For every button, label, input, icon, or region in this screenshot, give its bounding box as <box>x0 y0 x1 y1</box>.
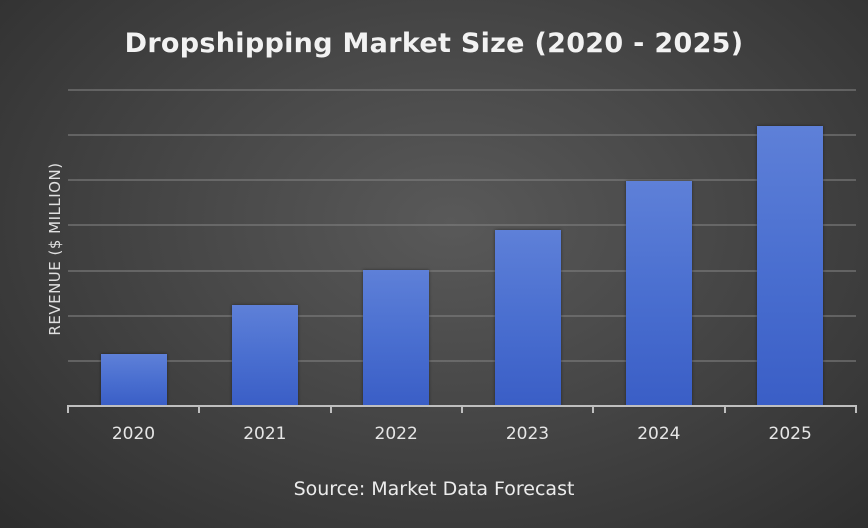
gridline <box>68 179 856 182</box>
bar-2021 <box>232 304 298 406</box>
bar-2025 <box>757 125 824 406</box>
bar-2023 <box>494 229 561 406</box>
x-tick-label: 2024 <box>637 424 681 444</box>
x-tick-mark <box>855 405 857 413</box>
x-tick-label: 2023 <box>505 424 550 444</box>
bar-2020 <box>100 354 167 406</box>
gridline <box>68 224 856 227</box>
x-tick-label: 2021 <box>243 424 287 444</box>
gridline <box>68 269 856 272</box>
x-tick-mark <box>592 405 595 413</box>
x-tick-mark <box>67 405 69 413</box>
x-tick-mark <box>461 405 463 413</box>
x-tick-mark <box>198 405 201 413</box>
bar-2022 <box>363 269 430 406</box>
source-note: Source: Market Data Forecast <box>293 478 575 500</box>
gridline <box>68 314 856 317</box>
gridline <box>68 89 856 91</box>
x-tick-mark <box>723 405 726 413</box>
gridline <box>68 359 856 362</box>
chart-title: Dropshipping Market Size (2020 - 2025) <box>124 28 744 59</box>
x-tick-label: 2022 <box>374 424 418 444</box>
x-tick-mark <box>329 405 332 413</box>
plot-area <box>68 89 856 406</box>
gridline <box>68 134 856 137</box>
bar-2024 <box>626 180 692 406</box>
x-tick-label: 2020 <box>111 424 156 444</box>
y-axis-label: REVENUE ($ MILLION) <box>46 162 64 336</box>
x-tick-label: 2025 <box>768 424 812 444</box>
